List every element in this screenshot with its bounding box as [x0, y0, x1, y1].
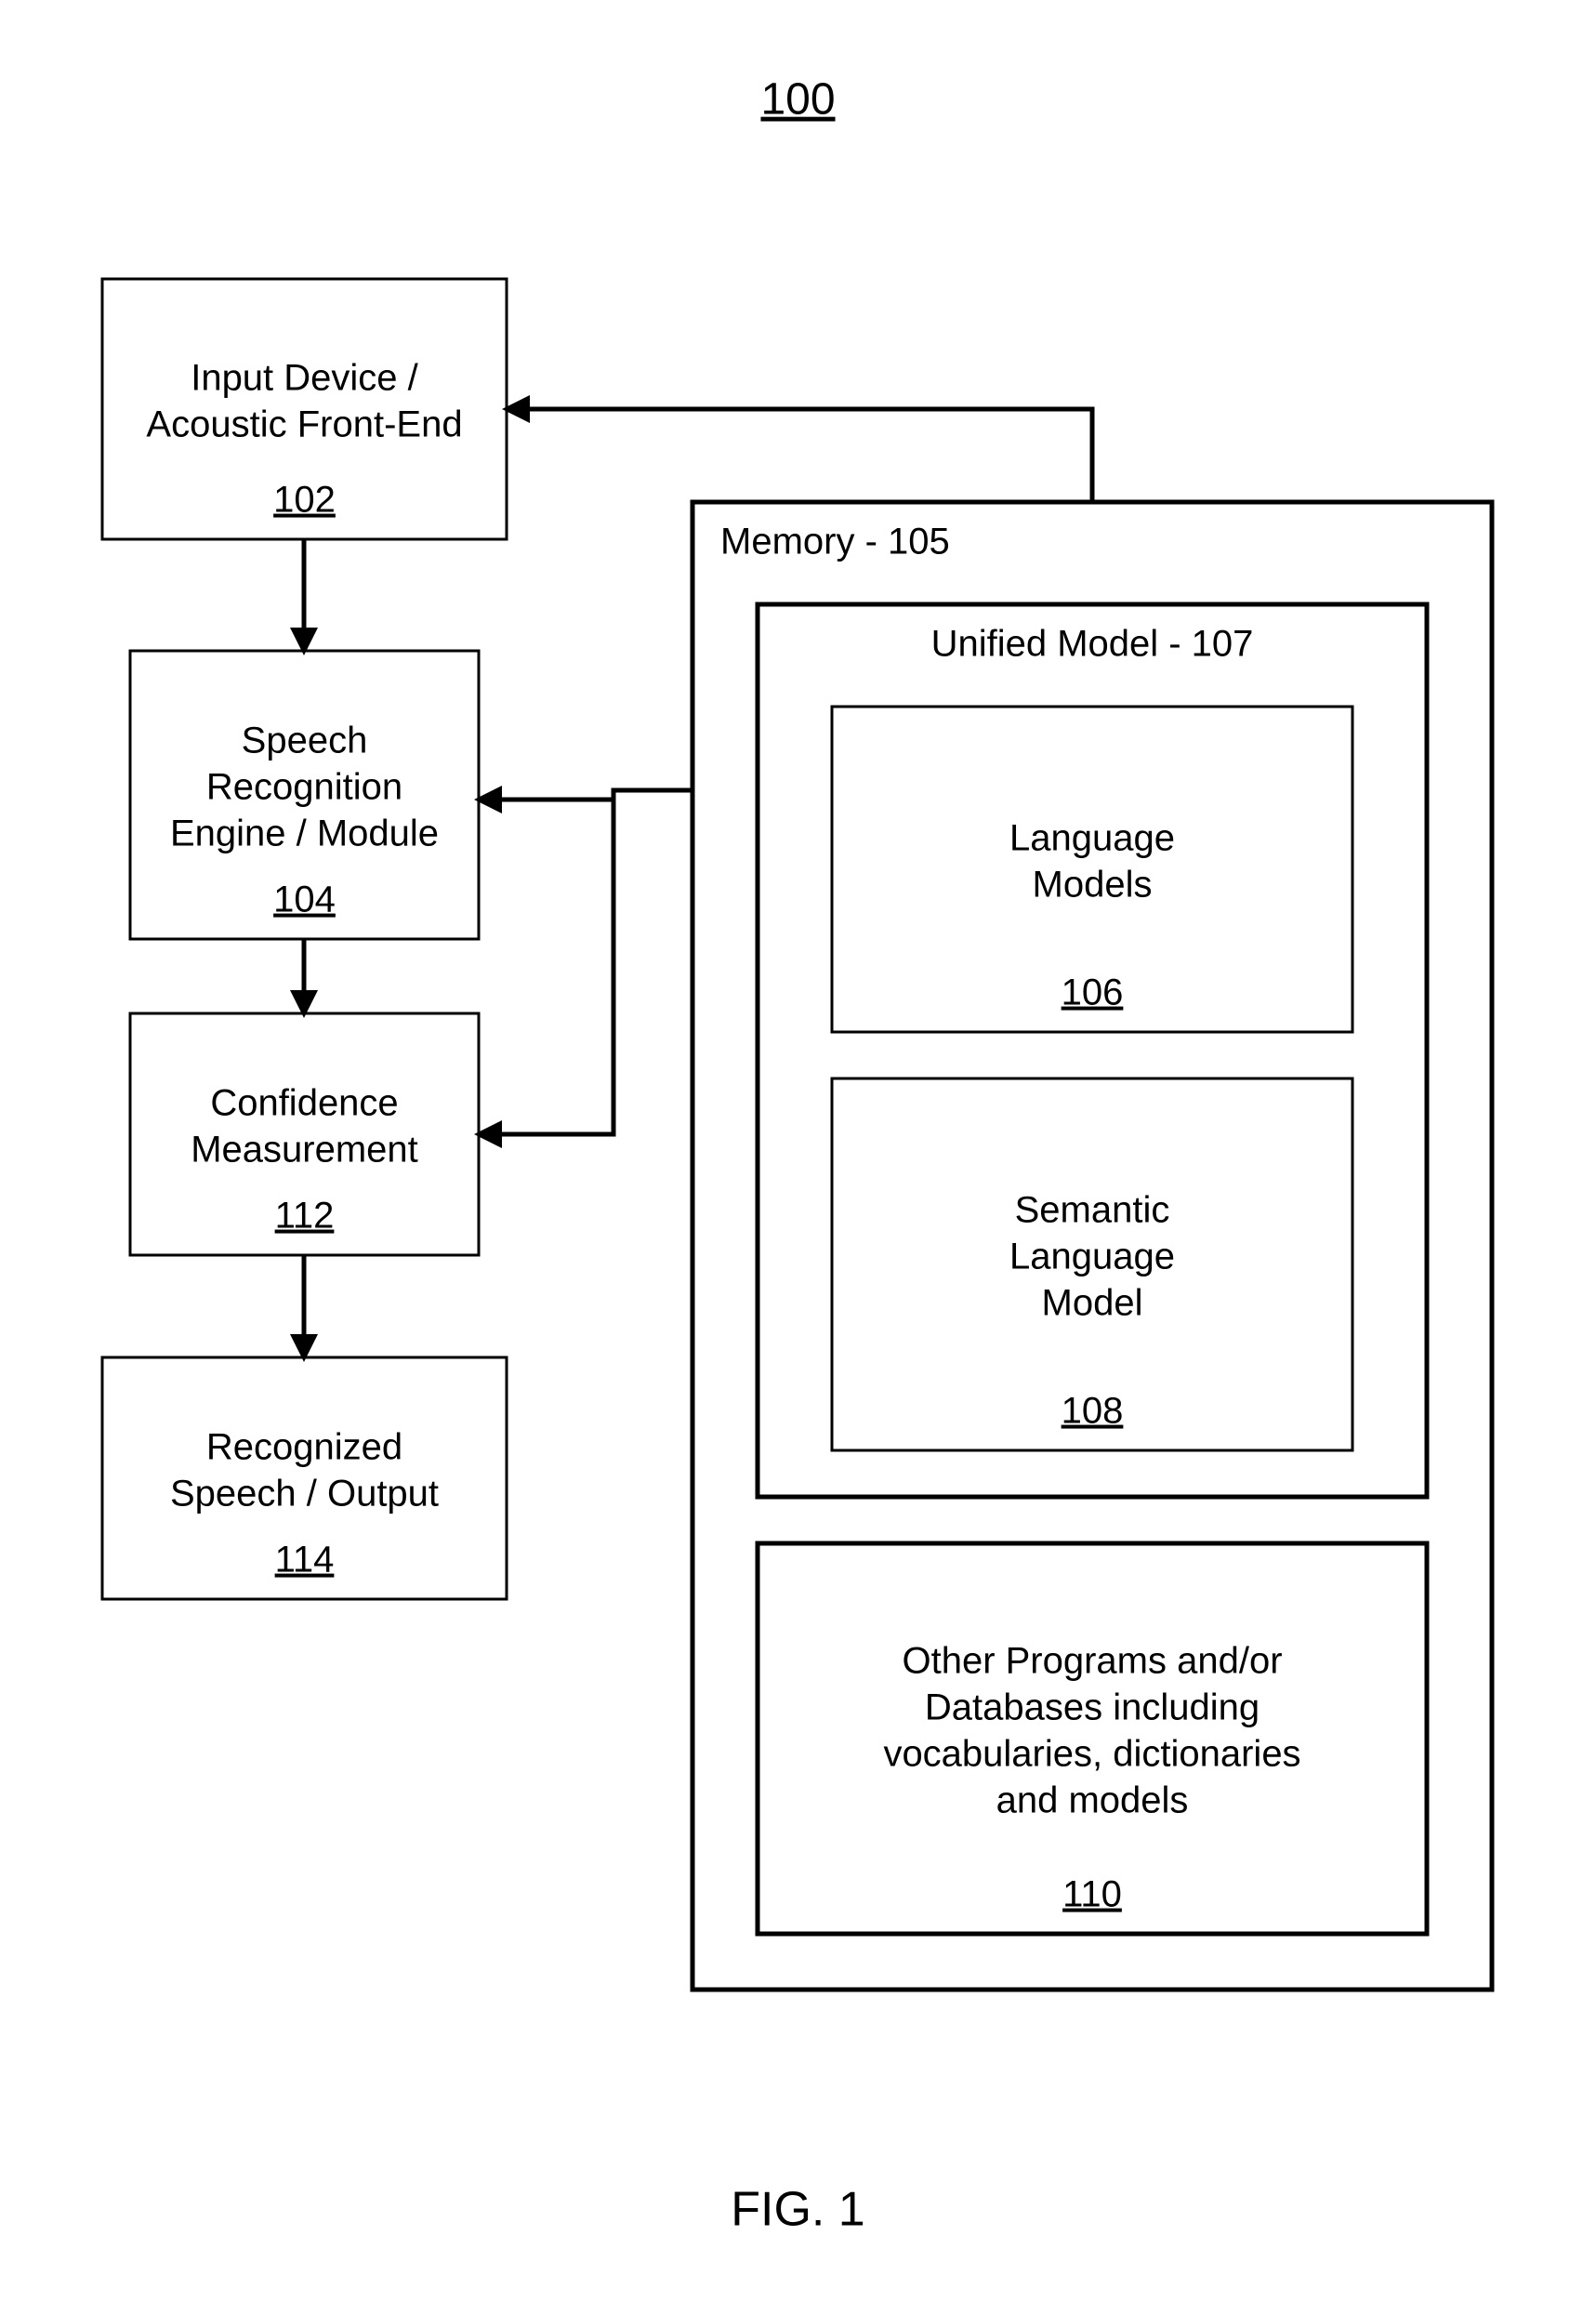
other-label: and models — [996, 1780, 1189, 1821]
confidence-label: Confidence — [210, 1083, 398, 1124]
language-ref: 106 — [1062, 972, 1124, 1013]
semantic-ref: 108 — [1062, 1391, 1124, 1432]
speech-engine-ref: 104 — [273, 880, 336, 920]
confidence-ref: 112 — [275, 1196, 335, 1237]
speech-engine-label: Engine / Module — [170, 814, 439, 854]
memory-to-speech-arrow — [479, 790, 692, 800]
confidence-label: Measurement — [191, 1130, 418, 1171]
recognized-label: Recognized — [206, 1427, 402, 1468]
other-label: Other Programs and/or — [902, 1641, 1282, 1682]
semantic-label: Semantic — [1015, 1190, 1170, 1231]
figure-number: 100 — [760, 75, 835, 125]
system-diagram: 100 FIG. 1 Memory - 105 Unified Model - 107… — [0, 0, 1596, 2315]
memory-to-confidence-arrow — [479, 800, 613, 1134]
unified-title: Unified Model - 107 — [931, 624, 1254, 665]
recognized-ref: 114 — [275, 1540, 335, 1581]
semantic-label: Language — [1009, 1237, 1175, 1277]
memory-title: Memory - 105 — [720, 522, 950, 562]
semantic-label: Model — [1042, 1283, 1143, 1324]
recognized-label: Speech / Output — [170, 1474, 439, 1515]
speech-engine-label: Recognition — [206, 767, 402, 808]
other-label: Databases including — [925, 1687, 1260, 1728]
language-label: Language — [1009, 818, 1175, 859]
speech-engine-label: Speech — [242, 721, 368, 761]
language-label: Models — [1033, 865, 1153, 906]
figure-caption: FIG. 1 — [731, 2183, 864, 2237]
memory-to-input-arrow — [507, 409, 1092, 502]
input-device-ref: 102 — [273, 480, 336, 521]
input-device-label: Input Device / — [191, 358, 418, 399]
other-label: vocabularies, dictionaries — [883, 1734, 1300, 1775]
other-ref: 110 — [1062, 1874, 1122, 1915]
input-device-label: Acoustic Front-End — [146, 404, 462, 445]
